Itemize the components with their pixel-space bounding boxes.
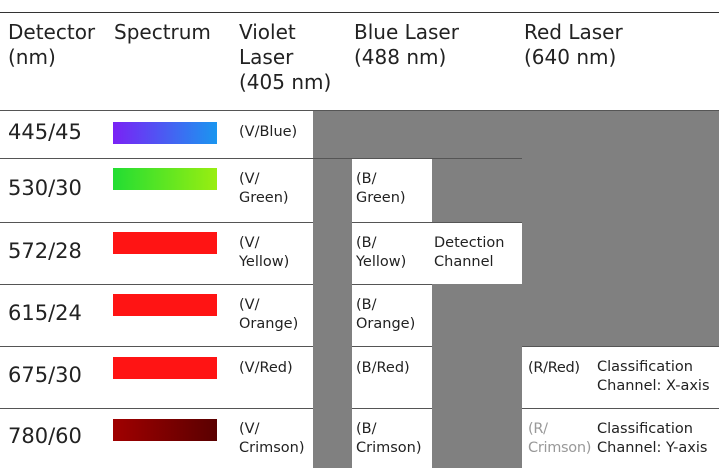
- column-header: Violet Laser (405 nm): [239, 20, 332, 94]
- row-rule: [0, 346, 719, 347]
- spectrum-swatch: [113, 419, 217, 441]
- unavailable-cell: [522, 222, 719, 346]
- unavailable-cell: [432, 284, 522, 468]
- row-rule: [0, 158, 522, 159]
- column-header: Blue Laser (488 nm): [354, 20, 459, 69]
- spectrum-swatch: [113, 232, 217, 254]
- unavailable-cell: [432, 158, 719, 222]
- spectrum-swatch: [113, 122, 217, 144]
- channel-cell: (V/ Yellow): [239, 235, 290, 270]
- header-rule: [0, 110, 719, 111]
- detector-label: 615/24: [8, 301, 82, 325]
- channel-cell: (V/ Crimson): [239, 421, 305, 456]
- detector-label: 572/28: [8, 239, 82, 263]
- channel-cell: (V/ Orange): [239, 297, 299, 332]
- row-rule: [0, 222, 719, 223]
- channel-cell: Classification Channel: Y-axis: [597, 421, 708, 456]
- detector-label: 675/30: [8, 363, 82, 387]
- channel-cell: (B/ Yellow): [356, 235, 407, 270]
- row-rule: [0, 284, 719, 285]
- row-rule: [0, 408, 719, 409]
- unavailable-cell: [313, 111, 719, 159]
- spectrum-swatch: [113, 294, 217, 316]
- channel-cell: (R/ Crimson): [528, 421, 592, 456]
- channel-cell: (B/ Green): [356, 171, 406, 206]
- channel-cell: (V/ Green): [239, 171, 289, 206]
- detector-label: 780/60: [8, 424, 82, 448]
- channel-cell: (B/Red): [356, 360, 410, 376]
- column-header: Spectrum: [114, 20, 211, 44]
- column-header: Red Laser (640 nm): [524, 20, 623, 69]
- column-header: Detector (nm): [8, 20, 96, 69]
- top-rule: [0, 12, 719, 13]
- channel-cell: (R/Red): [528, 360, 580, 376]
- unavailable-cell: [313, 111, 352, 468]
- detector-label: 530/30: [8, 176, 82, 200]
- channel-cell: (B/ Orange): [356, 297, 416, 332]
- channel-cell: (V/Red): [239, 360, 293, 376]
- spectrum-swatch: [113, 357, 217, 379]
- channel-cell: (B/ Crimson): [356, 421, 422, 456]
- detector-label: 445/45: [8, 120, 82, 144]
- channel-cell: Detection Channel: [434, 235, 505, 270]
- channel-cell: (V/Blue): [239, 124, 298, 140]
- channel-cell: Classification Channel: X-axis: [597, 359, 710, 394]
- spectrum-swatch: [113, 168, 217, 190]
